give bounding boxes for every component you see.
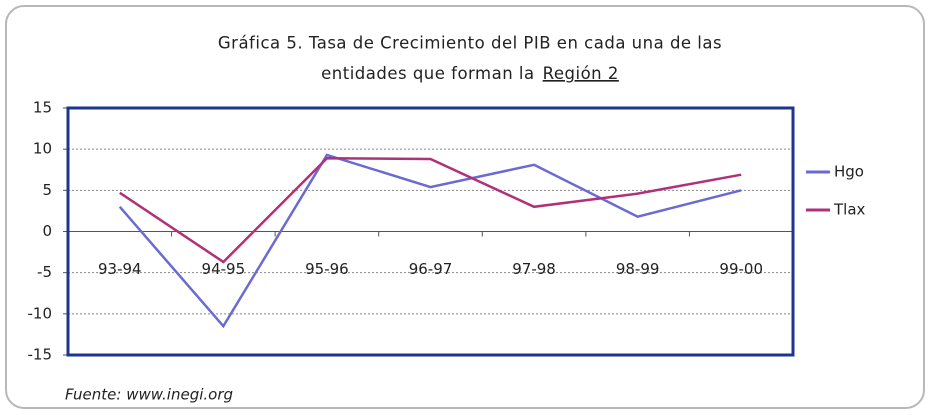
chart-title-part: entidades que forman la	[321, 64, 535, 83]
x-tick-label: 93-94	[98, 260, 142, 278]
y-tick-label: -10	[28, 304, 53, 322]
y-tick-label: 0	[42, 222, 52, 240]
legend-label: Tlax	[833, 201, 866, 219]
chart-title: entidades que forman la Región 2	[321, 64, 619, 83]
x-tick-label: 98-99	[616, 260, 660, 278]
y-tick-label: -5	[37, 263, 52, 281]
plot-area	[66, 106, 795, 357]
legend-label: Hgo	[834, 163, 864, 181]
y-tick-label: -15	[28, 346, 53, 364]
chart-title-part: Región 2	[543, 64, 619, 83]
x-tick-label: 95-96	[305, 260, 349, 278]
y-tick-label: 15	[33, 99, 52, 117]
x-tick-label: 97-98	[512, 260, 556, 278]
y-tick-label: 5	[42, 181, 52, 199]
y-tick-label: 10	[33, 140, 52, 158]
series-line	[118, 153, 742, 329]
source-note: Fuente: www.inegi.org	[65, 386, 233, 404]
x-tick-label: 96-97	[409, 260, 453, 278]
x-tick-label: 94-95	[202, 260, 246, 278]
series-line	[119, 156, 742, 264]
chart-title: Gráfica 5. Tasa de Crecimiento del PIB e…	[218, 34, 722, 53]
x-tick-label: 99-00	[719, 260, 763, 278]
